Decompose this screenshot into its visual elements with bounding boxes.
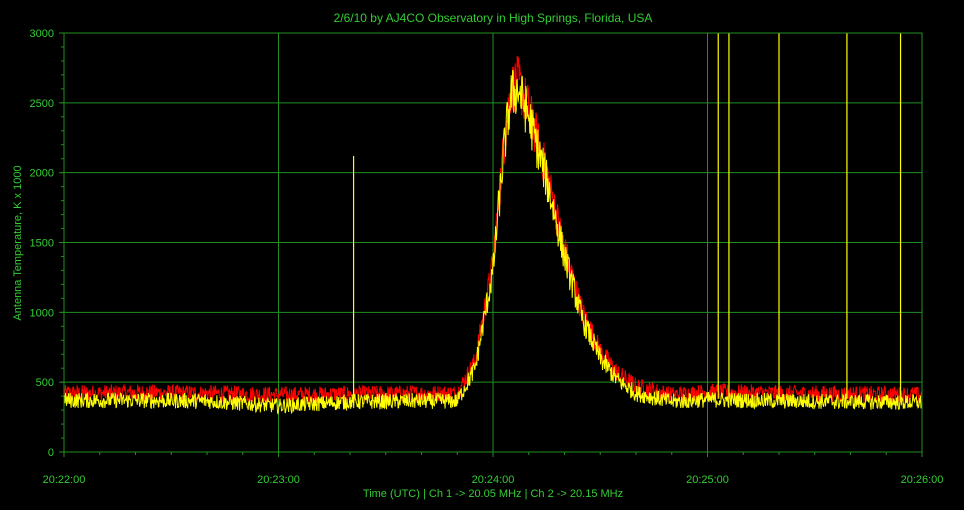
x-tick-label: 20:23:00 <box>257 474 300 486</box>
interference-spikes <box>352 33 902 399</box>
x-tick-label: 20:26:00 <box>901 474 944 486</box>
y-tick-label: 500 <box>36 377 54 389</box>
chart-title: 2/6/10 by AJ4CO Observatory in High Spri… <box>334 11 653 25</box>
x-tick-label: 20:22:00 <box>43 474 86 486</box>
y-tick-label: 2500 <box>30 98 54 110</box>
x-axis-ticks: 20:22:00 20:23:00 20:24:00 20:25:00 20:26:00 <box>43 452 944 486</box>
y-tick-label: 1000 <box>30 307 54 319</box>
x-tick-label: 20:24:00 <box>472 474 515 486</box>
x-tick-label: 20:25:00 <box>686 474 729 486</box>
y-tick-label: 0 <box>48 447 54 459</box>
y-tick-label: 2000 <box>30 168 54 180</box>
y-axis-label: Antenna Temperature, K x 1000 <box>12 165 24 320</box>
y-tick-label: 1500 <box>30 238 54 250</box>
y-tick-label: 3000 <box>30 28 54 40</box>
x-axis-label: Time (UTC) | Ch 1 -> 20.05 MHz | Ch 2 ->… <box>363 488 623 500</box>
y-axis-ticks: 0 500 1000 1500 2000 2500 3000 <box>30 28 64 459</box>
